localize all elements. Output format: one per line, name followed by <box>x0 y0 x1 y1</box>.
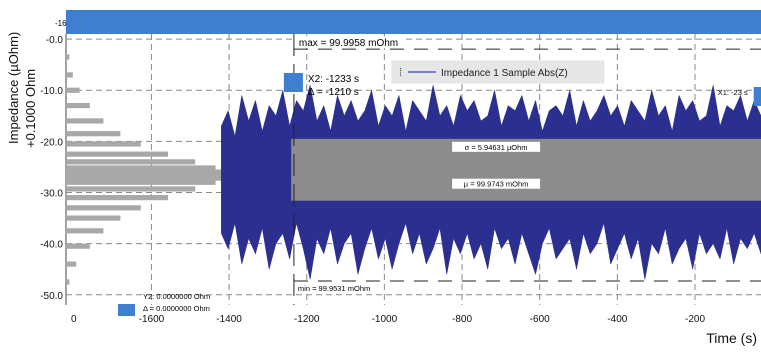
x-tick-label: -1000 <box>372 314 398 325</box>
max-label-box <box>295 36 404 49</box>
x-tick-label: -600 <box>530 314 550 325</box>
y-tick-label: -50.0 <box>40 291 63 302</box>
legend[interactable]: ⁞ Impedance 1 Sample Abs(Z) <box>391 60 605 84</box>
histogram-bar <box>66 279 70 285</box>
histogram-bar <box>66 87 80 93</box>
histogram-bar <box>66 169 230 175</box>
y-axis-offset: +0.1000 Ohm <box>23 69 38 148</box>
y-tick-label: -10.0 <box>40 86 63 97</box>
mu-label-box <box>452 178 541 189</box>
histogram-bar <box>66 186 196 192</box>
histogram-bar <box>66 261 77 267</box>
overview-bar[interactable] <box>66 10 761 34</box>
cursor-y2-handle <box>118 304 135 316</box>
x-tick-label: -800 <box>452 314 472 325</box>
histogram-bar <box>66 159 196 165</box>
overview-bar-label: -16 <box>55 19 67 28</box>
legend-box <box>391 60 605 84</box>
mu-label: µ = 99.9743 mOhm <box>464 180 529 189</box>
x-tick-label: -1200 <box>294 314 320 325</box>
histogram-bar <box>66 72 73 78</box>
y-axis-title-block: Impedance (µOhm) +0.1000 Ohm <box>2 8 42 158</box>
stats-band: σ = 5.94631 µOhm µ = 99.9743 mOhm <box>291 138 761 201</box>
histogram-bar <box>66 141 141 147</box>
ticks: -0.0 -10.0 -20.0 -30.0 -40.0 -50.0 0 -1600 -1400… <box>40 35 705 325</box>
x-tick-label: -1400 <box>216 314 242 325</box>
cursor-x2-handle <box>283 73 303 92</box>
histogram-bar <box>66 215 121 221</box>
sigma-label: σ = 5.94631 µOhm <box>465 143 528 152</box>
sigma-label-box <box>452 141 541 152</box>
y-tick-label: -30.0 <box>40 189 63 200</box>
histogram-bar <box>66 102 90 109</box>
histogram-bar <box>66 118 104 124</box>
y-tick-label: -40.0 <box>40 240 63 251</box>
cursor-x2-label: X2: -1233 s <box>308 74 359 85</box>
histogram-bar <box>66 165 216 171</box>
histogram-bar <box>66 205 141 211</box>
histogram-bar <box>66 131 121 137</box>
histogram-bar <box>66 172 236 178</box>
histogram-bar <box>66 54 70 60</box>
histogram-bar <box>66 228 104 234</box>
x-tick-label: -1600 <box>139 314 165 325</box>
legend-handle-icon[interactable]: ⁞ <box>399 67 402 79</box>
min-label: min = 99.9531 mOhm <box>298 284 370 293</box>
cursor-y2-delta: Δ = 0.0000000 Ohm <box>143 304 210 313</box>
x-tick-label: -200 <box>685 314 705 325</box>
cursor-x1-label: X1: -23 s <box>718 88 748 97</box>
histogram <box>66 54 236 285</box>
cursor-x1-handle <box>753 87 761 106</box>
min-label-box <box>295 282 376 293</box>
legend-entry-impedance: Impedance 1 Sample Abs(Z) <box>441 68 568 79</box>
cursors[interactable]: max = 99.9958 mOhm min = 99.9531 mOhm X2: … <box>118 34 761 316</box>
histogram-bar <box>66 179 216 185</box>
x-tick-label: 0 <box>71 314 77 325</box>
y-tick-label: -0.0 <box>46 35 64 46</box>
y-tick-label: -20.0 <box>40 137 63 148</box>
cursor-x2-delta: Δ = -1210 s <box>308 87 359 98</box>
histogram-bar <box>66 151 168 157</box>
histogram-bar <box>66 243 90 249</box>
cursor-y2-label: Y2: 0.0000000 Ohm <box>143 292 210 301</box>
histogram-bar <box>66 175 230 181</box>
y-axis-title: Impedance (µOhm) <box>6 32 21 144</box>
x-axis-title: Time (s) <box>706 330 757 346</box>
histogram-bar <box>66 195 168 201</box>
max-label: max = 99.9958 mOhm <box>299 38 398 49</box>
x-tick-label: -400 <box>607 314 627 325</box>
